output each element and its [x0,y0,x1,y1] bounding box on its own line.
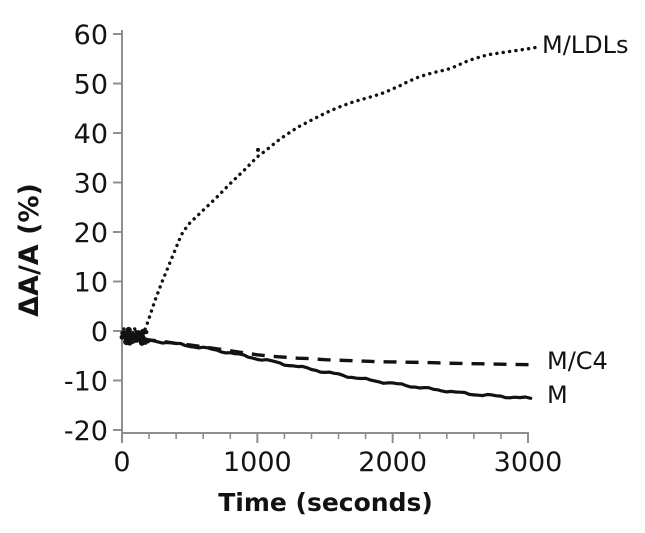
y-tick-label: 60 [74,20,108,51]
noise-dot [125,326,132,334]
y-axis-title: ΔA/A (%) [14,183,45,317]
y-tick-label: 20 [74,218,108,249]
x-tick-label: 0 [113,447,130,478]
noise-dot [134,335,142,343]
y-tick-label: 30 [74,169,108,200]
y-tick-label: -10 [64,367,108,398]
y-tick-label: -20 [64,416,108,447]
noise-dot [122,327,126,331]
x-tick-label: 2000 [358,447,427,478]
noise-dot [144,330,149,335]
noise-dot [122,331,126,334]
noise-dot [125,333,131,338]
series-mc4-line [121,330,531,367]
x-tick-label: 1000 [223,447,292,478]
noise-dot [134,330,142,338]
noise-dot [145,338,151,344]
y-tick-label: 50 [74,70,108,101]
stray-dot [256,147,261,152]
noise-dot [125,337,131,343]
noise-dot [133,327,137,331]
series-m-line [120,330,533,400]
series-mldls-line [120,45,538,342]
series-label-mldls: M/LDLs [542,31,629,59]
y-tick-label: 40 [74,119,108,150]
start-noise-cluster [119,326,151,346]
x-tick-label: 3000 [494,447,563,478]
series-label-mc4: M/C4 [547,347,608,375]
y-tick-label: 10 [74,268,108,299]
y-tick-label: 0 [91,317,108,348]
noise-dot [119,334,125,340]
x-axis-title: Time (seconds) [218,488,433,517]
series-label-m: M [547,381,568,409]
